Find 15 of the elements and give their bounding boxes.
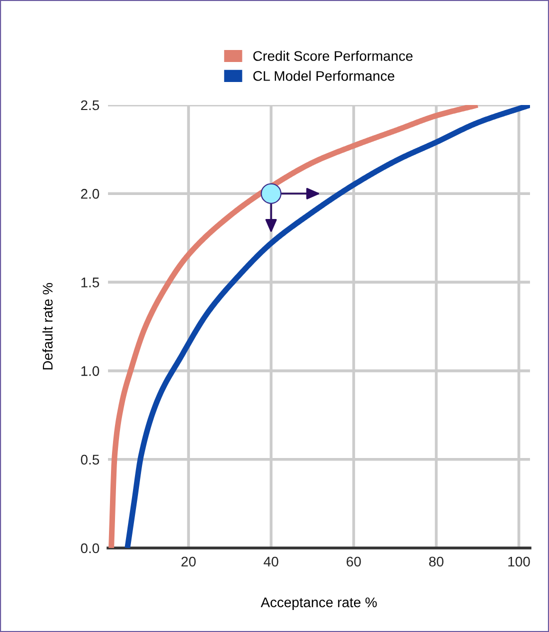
y-axis-title: Default rate % (42, 282, 53, 370)
y-tick-label: 2.0 (81, 188, 100, 199)
x-tick-label: 20 (181, 556, 196, 567)
x-axis-title: Acceptance rate % (260, 597, 377, 610)
y-tick-label: 2.5 (81, 100, 100, 110)
x-tick-label: 80 (429, 556, 444, 567)
x-tick-label: 60 (346, 556, 361, 567)
legend-label: CL Model Performance (253, 70, 394, 81)
y-tick-label: 0.5 (80, 454, 100, 465)
legend-label: Credit Score Performance (253, 50, 413, 61)
x-tick-label: 100 (508, 556, 530, 567)
y-tick-label: 1.5 (81, 278, 100, 288)
x-tick-label: 40 (264, 556, 278, 567)
y-tick-label: 1.0 (81, 366, 100, 376)
y-tick-label: 0.0 (80, 543, 100, 554)
